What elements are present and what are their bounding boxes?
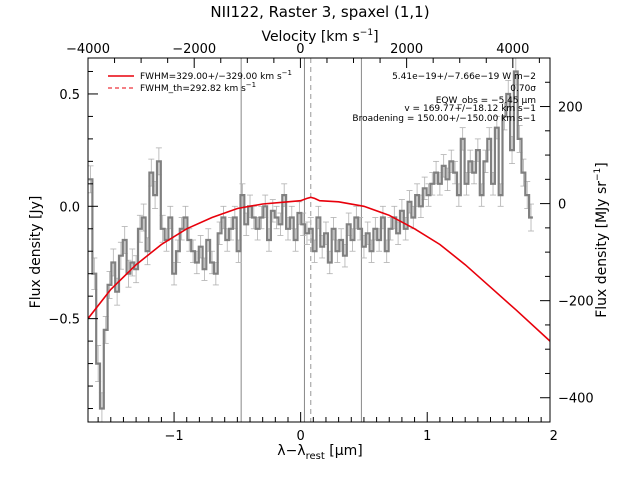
x2-tick-label: 0 bbox=[296, 42, 304, 57]
annotation-velocity: v = 169.77+/−18.12 km s−1 bbox=[404, 104, 536, 114]
x2-tick-label: 2000 bbox=[390, 42, 423, 57]
x-tick-label: 1 bbox=[423, 429, 431, 444]
annotation-flux: 5.41e−19+/−7.66e−19 W m−2 bbox=[392, 72, 536, 82]
y2-tick-label: −200 bbox=[558, 295, 594, 310]
top-axis-title: Velocity [km s−1] bbox=[261, 28, 378, 45]
x2-tick-label: −2000 bbox=[172, 42, 216, 57]
y-tick-label: 0.5 bbox=[59, 88, 80, 103]
y-tick-label: 0.0 bbox=[59, 200, 80, 215]
y2-tick-label: 200 bbox=[558, 101, 583, 116]
y-axis-title: Flux density [Jy] bbox=[28, 196, 44, 309]
annotation-eqw: EQW_obs = −5.45 μm bbox=[436, 96, 536, 106]
fit-annotations: 5.41e−19+/−7.66e−19 W m−2 0.70σ EQW_obs … bbox=[352, 72, 536, 124]
legend: FWHM=329.00+/−329.00 km s−1 FWHM_th=292.… bbox=[108, 69, 292, 94]
spectrum-line bbox=[88, 70, 533, 410]
plot-frame bbox=[87, 57, 551, 423]
x-axis-title: λ−λrest [μm] bbox=[277, 443, 362, 462]
x2-tick-label: 4000 bbox=[496, 42, 529, 57]
axes bbox=[87, 57, 551, 423]
y2-tick-label: −400 bbox=[558, 392, 594, 407]
fit-line bbox=[88, 196, 550, 342]
chart-title: NII122, Raster 3, spaxel (1,1) bbox=[210, 3, 429, 21]
x-tick-label: −1 bbox=[164, 429, 183, 444]
x-tick-label: 0 bbox=[297, 429, 305, 444]
annotation-broadening: Broadening = 150.00+/−150.00 km s−1 bbox=[352, 114, 536, 124]
fit-series bbox=[88, 196, 550, 342]
tick-labels: −1 0 1 2−4000 −2000 0 2000 4000−0.50.00.5−400−2… bbox=[48, 42, 593, 444]
x-tick-label: 2 bbox=[550, 429, 558, 444]
y2-tick-label: 0 bbox=[558, 198, 566, 213]
x2-tick-label: −4000 bbox=[66, 42, 110, 57]
legend-item-fwhm-th: FWHM_th=292.82 km s−1 bbox=[140, 81, 256, 94]
spectrum-series bbox=[88, 70, 533, 410]
y2-axis-title: Flux density [MJy sr−1] bbox=[593, 162, 610, 318]
y-tick-label: −0.5 bbox=[48, 313, 80, 328]
annotation-sigma: 0.70σ bbox=[510, 84, 536, 94]
legend-item-fwhm: FWHM=329.00+/−329.00 km s−1 bbox=[140, 69, 292, 82]
